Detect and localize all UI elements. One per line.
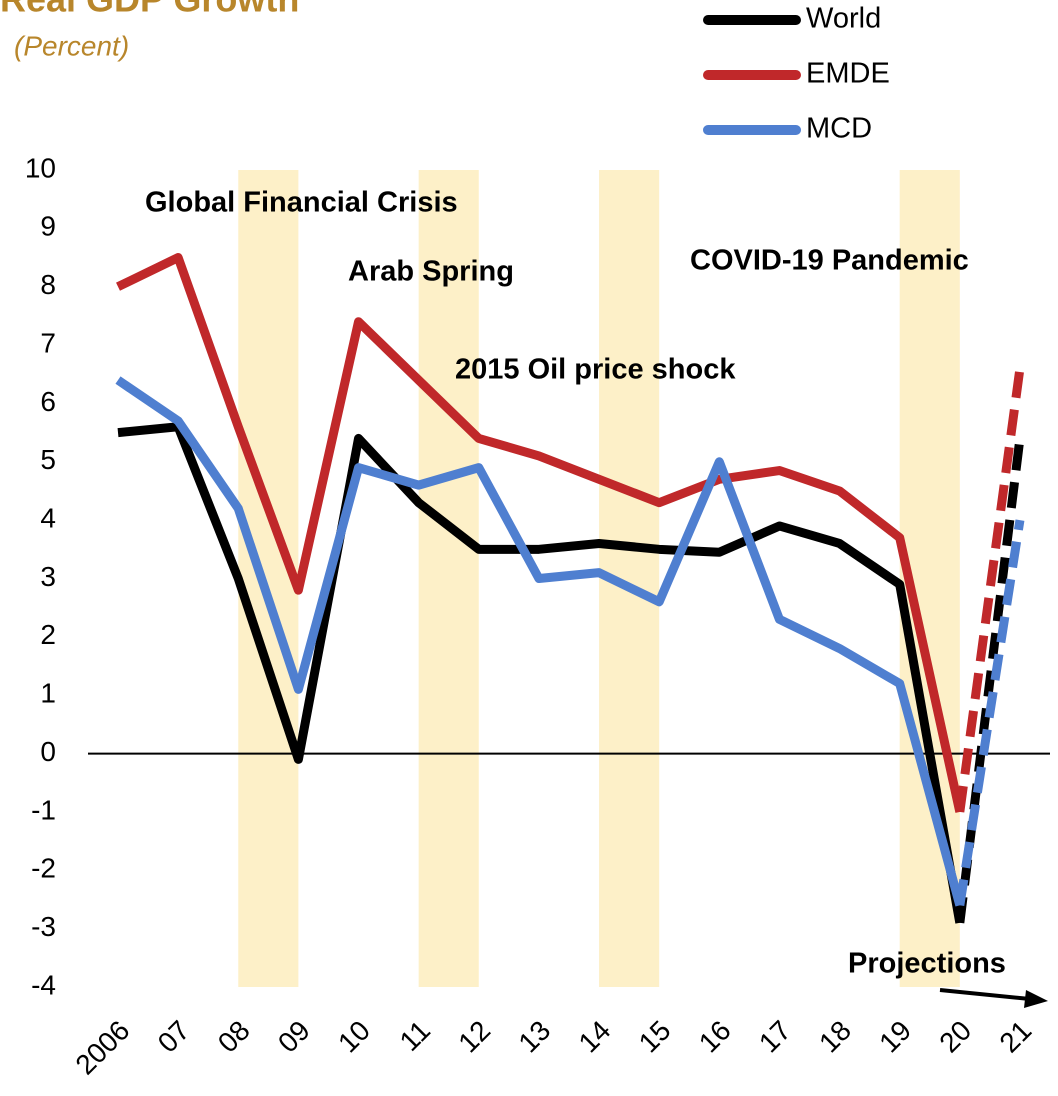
projection-line xyxy=(955,437,1025,924)
y-tick-label: 8 xyxy=(40,269,56,300)
x-tick-label: 17 xyxy=(753,1015,797,1059)
y-tick-label: 5 xyxy=(40,444,56,475)
x-tick-label: 16 xyxy=(693,1015,737,1059)
x-tick-label: 13 xyxy=(512,1015,556,1059)
series-line xyxy=(115,376,965,907)
y-tick-label: 2 xyxy=(40,619,56,650)
shaded-band xyxy=(238,170,299,987)
chart-title: Real GDP Growth xyxy=(0,0,299,20)
shaded-band xyxy=(418,170,479,987)
series-line xyxy=(116,253,965,813)
x-tick-label: 10 xyxy=(332,1015,376,1059)
x-tick-label: 09 xyxy=(272,1015,316,1059)
legend-label: MCD xyxy=(806,113,872,145)
x-tick-label: 12 xyxy=(452,1015,496,1059)
x-tick-label: 14 xyxy=(573,1015,617,1059)
y-tick-label: 0 xyxy=(40,736,56,767)
y-tick-label: 1 xyxy=(40,678,56,709)
x-tick-label: 15 xyxy=(633,1015,677,1059)
x-tick-label: 19 xyxy=(873,1015,917,1059)
annotation: Projections xyxy=(848,948,1006,980)
series-line xyxy=(117,422,965,924)
y-tick-label: -3 xyxy=(31,911,56,942)
legend-label: EMDE xyxy=(806,58,890,90)
y-tick-label: 3 xyxy=(40,561,56,592)
y-tick-label: 10 xyxy=(25,152,56,183)
annotation: COVID-19 Pandemic xyxy=(690,245,969,277)
annotation: Arab Spring xyxy=(348,256,514,288)
projection-arrowhead xyxy=(1024,990,1048,1008)
x-tick-label: 21 xyxy=(993,1015,1037,1059)
annotation: 2015 Oil price shock xyxy=(455,354,736,386)
legend-label: World xyxy=(806,3,881,35)
y-tick-label: 9 xyxy=(40,211,56,242)
x-tick-label: 2006 xyxy=(69,1015,135,1081)
y-tick-label: -4 xyxy=(31,969,56,1000)
y-tick-label: 7 xyxy=(40,327,56,358)
x-tick-label: 07 xyxy=(152,1015,196,1059)
x-tick-label: 18 xyxy=(813,1015,857,1059)
plot xyxy=(88,253,1050,924)
y-tick-label: -2 xyxy=(31,853,56,884)
x-tick-label: 20 xyxy=(933,1015,977,1059)
y-tick-label: 6 xyxy=(40,386,56,417)
chart-subtitle: (Percent) xyxy=(14,30,129,61)
y-tick-label: 4 xyxy=(40,503,56,534)
annotation: Global Financial Crisis xyxy=(145,187,458,219)
projection-arrow xyxy=(939,988,1031,1001)
x-tick-label: 08 xyxy=(212,1015,256,1059)
shading xyxy=(238,170,960,987)
projection-line xyxy=(955,519,1025,906)
y-tick-label: -1 xyxy=(31,794,56,825)
x-tick-label: 11 xyxy=(394,1015,436,1057)
